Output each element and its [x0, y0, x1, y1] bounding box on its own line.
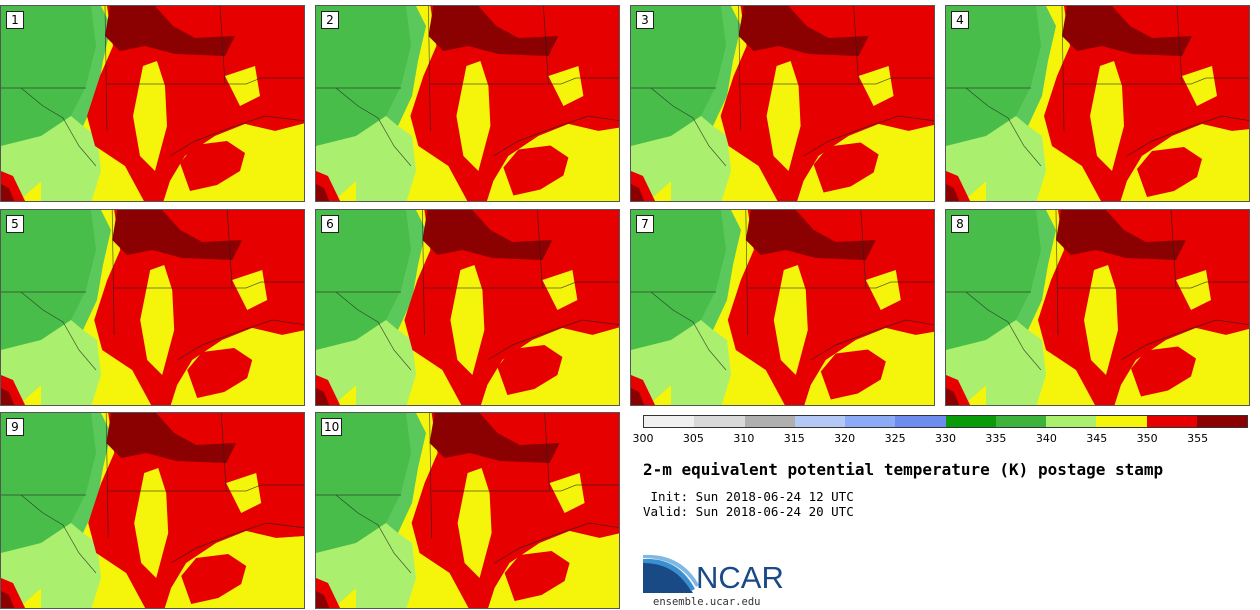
- colorbar-tick-label: 335: [985, 432, 1007, 445]
- colorbar-segment: [995, 416, 1046, 427]
- member-number-label: 1: [6, 11, 24, 29]
- colorbar-segment: [945, 416, 996, 427]
- colorbar-segment: [644, 416, 695, 427]
- member-number-label: 7: [636, 215, 654, 233]
- member-number-label: 2: [321, 11, 339, 29]
- colorbar-segment: [1146, 416, 1197, 427]
- colorbar-segment: [1046, 416, 1097, 427]
- ensemble-member-map: [316, 413, 619, 608]
- colorbar-tick-label: 325: [884, 432, 906, 445]
- postage-stamp-panel: 7: [630, 209, 935, 406]
- colorbar-tick-label: 340: [1035, 432, 1057, 445]
- ensemble-member-map: [1, 210, 304, 405]
- member-number-label: 10: [321, 418, 343, 436]
- colorbar-tick-label: 330: [935, 432, 956, 445]
- ensemble-member-map: [946, 210, 1249, 405]
- colorbar-segment: [1096, 416, 1147, 427]
- colorbar-segment: [1196, 416, 1247, 427]
- colorbar-segment: [895, 416, 946, 427]
- chart-title: 2-m equivalent potential temperature (K)…: [643, 460, 1164, 479]
- member-number-label: 4: [951, 11, 969, 29]
- init-time: Init: Sun 2018-06-24 12 UTC: [643, 489, 854, 504]
- colorbar-segment: [845, 416, 896, 427]
- member-number-label: 9: [6, 418, 24, 436]
- postage-stamp-panel: 2: [315, 5, 620, 202]
- postage-stamp-panel: 8: [945, 209, 1250, 406]
- colorbar: [643, 415, 1248, 428]
- postage-stamp-panel: 4: [945, 5, 1250, 202]
- member-number-label: 6: [321, 215, 339, 233]
- colorbar-tick-label: 310: [733, 432, 755, 445]
- ensemble-member-map: [316, 210, 619, 405]
- colorbar-segment: [694, 416, 745, 427]
- ensemble-member-map: [1, 6, 304, 201]
- ensemble-member-map: [1, 413, 304, 608]
- member-number-label: 5: [6, 215, 24, 233]
- member-number-label: 8: [951, 215, 969, 233]
- colorbar-tick-label: 355: [1187, 432, 1209, 445]
- colorbar-tick-label: 315: [783, 432, 805, 445]
- postage-stamp-panel: 9: [0, 412, 305, 609]
- ensemble-member-map: [631, 6, 934, 201]
- colorbar-tick-label: 305: [682, 432, 704, 445]
- valid-time: Valid: Sun 2018-06-24 20 UTC: [643, 504, 854, 519]
- colorbar-tick-label: 350: [1136, 432, 1158, 445]
- ensemble-member-map: [316, 6, 619, 201]
- postage-stamp-panel: 10: [315, 412, 620, 609]
- ncar-logo-text: NCAR: [696, 560, 784, 595]
- postage-stamp-panel: 1: [0, 5, 305, 202]
- postage-stamp-panel: 6: [315, 209, 620, 406]
- postage-stamp-panel: 5: [0, 209, 305, 406]
- ensemble-member-map: [946, 6, 1249, 201]
- colorbar-tick-label: 320: [834, 432, 856, 445]
- ensemble-member-map: [631, 210, 934, 405]
- ncar-logo-icon: [643, 554, 699, 593]
- colorbar-tick-label: 345: [1086, 432, 1108, 445]
- postage-stamp-panel: 3: [630, 5, 935, 202]
- site-url: ensemble.ucar.edu: [653, 596, 761, 608]
- colorbar-segment: [744, 416, 795, 427]
- colorbar-tick-label: 300: [632, 432, 654, 445]
- colorbar-segment: [794, 416, 845, 427]
- member-number-label: 3: [636, 11, 654, 29]
